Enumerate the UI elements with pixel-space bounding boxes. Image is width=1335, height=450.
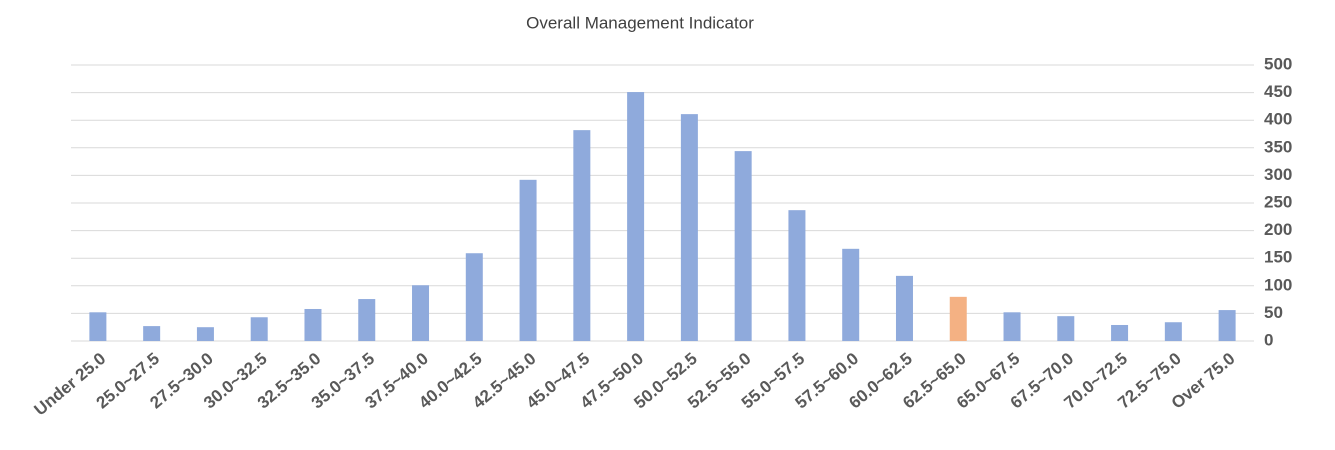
bar [788, 210, 806, 341]
bar [358, 299, 376, 341]
y-tick-label: 50 [1264, 303, 1283, 322]
y-tick-label: 500 [1264, 54, 1292, 73]
bar [250, 317, 268, 341]
x-tick-label: Under 25.0 [31, 349, 110, 419]
bar [842, 248, 860, 341]
y-tick-label: 100 [1264, 275, 1292, 294]
y-tick-label: 350 [1264, 137, 1292, 156]
bar [1003, 312, 1021, 341]
y-tick-label: 200 [1264, 220, 1292, 239]
y-tick-label: 150 [1264, 248, 1292, 267]
bar [196, 327, 214, 341]
chart-title: Overall Management Indicator [526, 13, 754, 32]
bar [1164, 322, 1182, 341]
bar [734, 151, 752, 341]
bar [519, 179, 537, 341]
bar [627, 92, 645, 341]
y-tick-label: 450 [1264, 82, 1292, 101]
bar [465, 253, 483, 341]
bar [1057, 316, 1075, 341]
bar [895, 275, 913, 341]
bar [573, 130, 591, 341]
bar [304, 308, 322, 341]
y-tick-label: 0 [1264, 330, 1273, 349]
bar [89, 312, 107, 341]
y-tick-label: 300 [1264, 165, 1292, 184]
bar [1218, 310, 1236, 341]
y-tick-label: 400 [1264, 110, 1292, 129]
bar [412, 285, 430, 341]
bar [949, 296, 967, 341]
bar [1111, 324, 1129, 341]
bar [680, 114, 698, 342]
bar [143, 326, 161, 341]
y-tick-label: 250 [1264, 192, 1292, 211]
